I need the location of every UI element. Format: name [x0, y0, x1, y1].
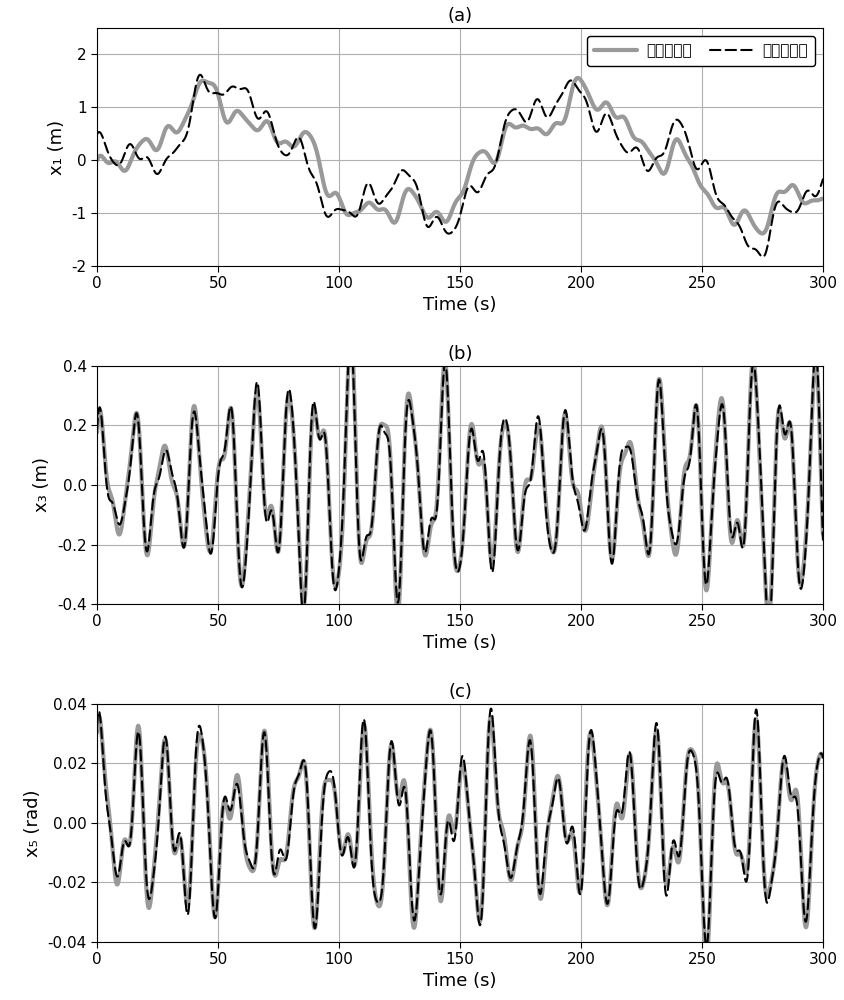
本发明方法 [786, 787, 796, 799]
本发明方法 [381, 819, 391, 831]
本发明方法 [441, 360, 451, 372]
本发明方法 [441, 833, 451, 845]
X-axis label: Time (s): Time (s) [423, 296, 497, 314]
时域积分法 [236, 108, 246, 120]
本发明方法 [333, 818, 343, 830]
本发明方法 [786, 418, 796, 430]
时域积分法 [441, 833, 451, 845]
时域积分法 [381, 815, 392, 827]
时域积分法 [236, 580, 246, 592]
时域积分法 [533, 420, 543, 432]
时域积分法 [333, 818, 344, 830]
时域积分法 [533, 864, 543, 876]
X-axis label: Time (s): Time (s) [423, 634, 497, 652]
时域积分法 [333, 574, 343, 586]
Line: 本发明方法: 本发明方法 [97, 338, 823, 626]
时域积分法 [818, 192, 828, 204]
Title: (b): (b) [447, 345, 473, 363]
Line: 时域积分法: 时域积分法 [97, 333, 823, 620]
时域积分法 [818, 528, 828, 540]
本发明方法 [533, 93, 543, 105]
本发明方法 [381, 190, 392, 202]
X-axis label: Time (s): Time (s) [423, 972, 497, 990]
时域积分法 [381, 204, 391, 216]
本发明方法 [533, 411, 543, 423]
时域积分法 [786, 419, 796, 431]
Line: 本发明方法: 本发明方法 [97, 75, 823, 257]
时域积分法 [764, 614, 774, 626]
本发明方法 [818, 173, 828, 185]
时域积分法 [441, 361, 451, 373]
Line: 本发明方法: 本发明方法 [97, 709, 823, 946]
本发明方法 [333, 574, 343, 586]
本发明方法 [441, 226, 451, 238]
Y-axis label: x₁ (m): x₁ (m) [48, 119, 66, 175]
Title: (a): (a) [447, 7, 473, 25]
本发明方法 [758, 251, 768, 263]
时域积分法 [333, 189, 343, 201]
Line: 时域积分法: 时域积分法 [97, 78, 823, 233]
本发明方法 [786, 205, 796, 217]
Line: 时域积分法: 时域积分法 [97, 717, 823, 956]
本发明方法 [333, 203, 344, 215]
时域积分法 [818, 751, 828, 763]
本发明方法 [236, 812, 246, 824]
本发明方法 [486, 703, 496, 715]
时域积分法 [94, 711, 104, 723]
时域积分法 [757, 227, 767, 239]
时域积分法 [92, 426, 102, 438]
本发明方法 [345, 332, 355, 344]
本发明方法 [764, 620, 774, 632]
时域积分法 [92, 726, 102, 738]
本发明方法 [92, 719, 102, 731]
时域积分法 [92, 154, 102, 166]
时域积分法 [573, 72, 583, 84]
时域积分法 [237, 808, 247, 820]
Y-axis label: x₅ (rad): x₅ (rad) [24, 789, 42, 857]
本发明方法 [381, 429, 392, 441]
时域积分法 [346, 327, 356, 339]
时域积分法 [381, 420, 392, 432]
Y-axis label: x₃ (m): x₃ (m) [34, 458, 51, 512]
时域积分法 [786, 180, 796, 192]
Legend: 时域积分法, 本发明方法: 时域积分法, 本发明方法 [587, 36, 815, 66]
时域积分法 [533, 122, 543, 134]
本发明方法 [818, 534, 828, 546]
Title: (c): (c) [448, 683, 472, 701]
本发明方法 [818, 752, 828, 764]
本发明方法 [92, 128, 102, 140]
本发明方法 [701, 940, 711, 952]
本发明方法 [236, 581, 246, 593]
本发明方法 [195, 69, 205, 81]
时域积分法 [441, 216, 451, 228]
本发明方法 [92, 423, 102, 435]
时域积分法 [786, 793, 796, 805]
时域积分法 [701, 950, 711, 962]
本发明方法 [237, 83, 247, 95]
本发明方法 [533, 867, 543, 879]
